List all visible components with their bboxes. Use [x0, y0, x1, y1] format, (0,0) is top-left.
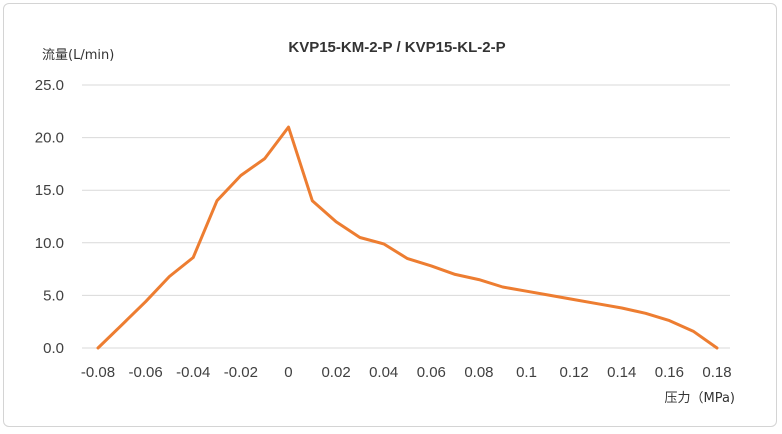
chart-frame [3, 3, 777, 427]
y-axis-label: 流量(L/min) [42, 48, 114, 63]
y-tick-label: 20.0 [35, 130, 64, 147]
x-axis-label: 压力（MPa) [664, 391, 735, 406]
series-group [96, 125, 719, 350]
series-line [96, 125, 719, 350]
y-tick-label: 25.0 [35, 77, 64, 94]
gridlines [82, 84, 730, 349]
x-tick-label: -0.02 [224, 364, 258, 381]
x-tick-label: -0.04 [176, 364, 210, 381]
x-tick-label: 0.02 [321, 364, 350, 381]
x-tick-label: 0.06 [417, 364, 446, 381]
x-axis-ticks: -0.08 -0.06 -0.04 -0.02 0 0.02 0.04 0.06 0.08 0.1… [81, 364, 732, 381]
chart-title: KVP15-KM-2-P / KVP15-KL-2-P [288, 39, 505, 56]
x-tick-label: -0.06 [129, 364, 163, 381]
y-tick-label: 0.0 [43, 340, 64, 357]
x-tick-label: 0.16 [655, 364, 684, 381]
x-tick-label: 0.1 [516, 364, 537, 381]
y-tick-label: 15.0 [35, 182, 64, 199]
y-axis-ticks: 0.0 5.0 10.0 15.0 20.0 25.0 [35, 77, 64, 357]
x-tick-label: 0.08 [464, 364, 493, 381]
x-tick-label: 0 [284, 364, 292, 381]
x-tick-label: -0.08 [81, 364, 115, 381]
y-tick-label: 10.0 [35, 235, 64, 252]
x-tick-label: 0.14 [607, 364, 636, 381]
x-tick-label: 0.04 [369, 364, 398, 381]
y-tick-label: 5.0 [43, 287, 64, 304]
x-tick-label: 0.18 [702, 364, 731, 381]
x-tick-label: 0.12 [560, 364, 589, 381]
